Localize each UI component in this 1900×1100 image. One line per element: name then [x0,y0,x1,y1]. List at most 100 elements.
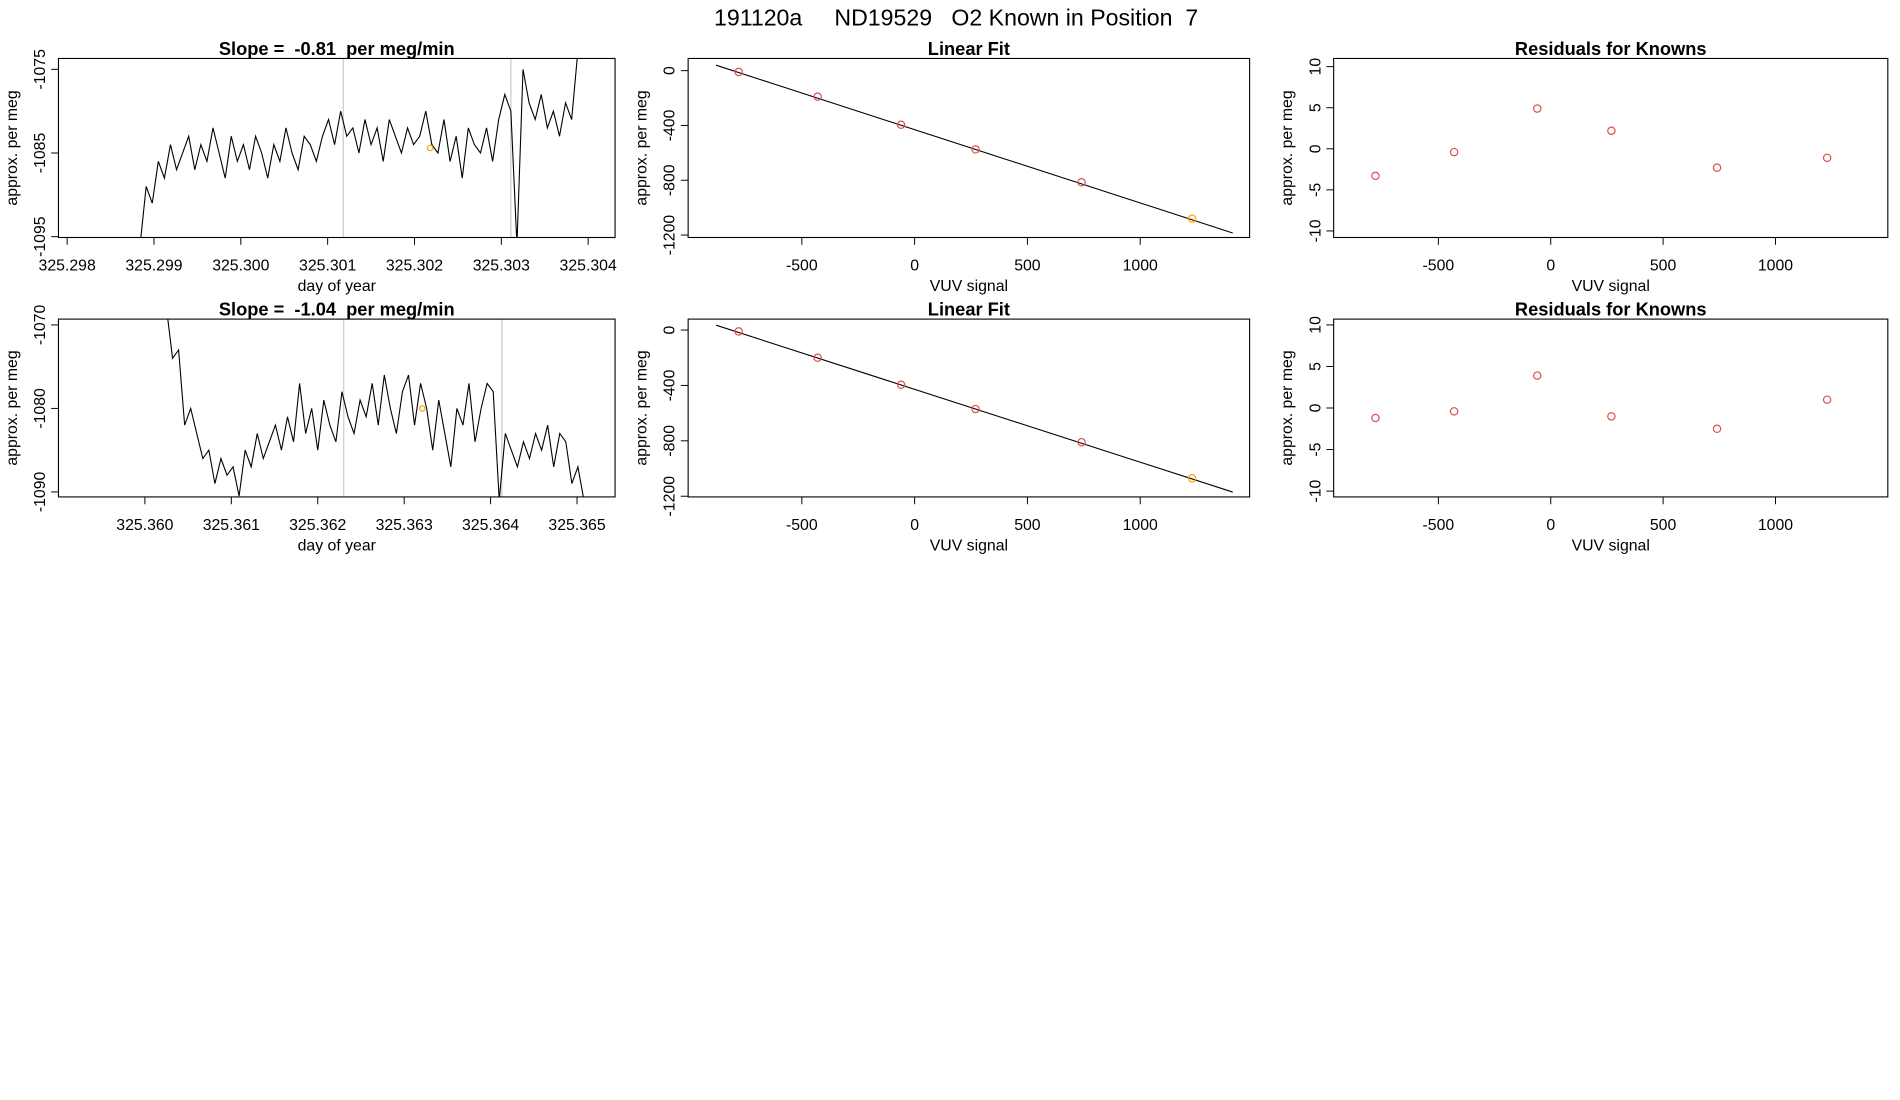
data-point [1077,178,1086,187]
x-tick-label: 325.361 [203,517,260,534]
x-tick-label: 1000 [1123,257,1158,274]
x-tick-label: 325.298 [39,257,96,274]
y-tick-label: 10 [1307,316,1324,334]
data-point [1712,163,1722,172]
x-tick-label: 0 [1546,257,1555,274]
y-tick-label: -1090 [32,471,49,512]
panel: Linear Fit VUV signal approx. per meg -500 0… [634,38,1251,295]
data-point [971,145,980,154]
y-tick-label: 0 [1307,144,1324,153]
data-point [1371,171,1380,181]
y-axis-label: approx. per meg [634,90,651,205]
x-axis-label: VUV signal [1572,278,1650,295]
x-tick-label: 0 [910,257,919,274]
x-tick-label: 0 [1546,517,1555,534]
y-tick-label: -400 [662,109,679,141]
data-point [734,327,743,336]
data-point [1532,371,1542,380]
data-point [971,404,980,414]
plot-area [1371,371,1832,434]
y-axis-label: approx. per meg [634,350,651,465]
y-tick-label: -400 [662,369,679,401]
x-tick-label: -500 [786,517,818,534]
panel-title: Slope = -1.04 per meg/min [219,298,455,319]
y-tick-label: -1200 [662,476,679,517]
y-tick-label: -1070 [32,305,49,346]
x-tick-label: 325.363 [376,517,433,534]
data-point [1371,413,1380,423]
y-tick-label: 0 [1307,403,1324,412]
series-line [167,319,584,497]
y-tick-label: -1075 [32,49,49,90]
y-tick-label: -10 [1307,219,1324,242]
data-point [1607,126,1616,135]
data-point [734,67,743,77]
data-point [1187,214,1197,223]
x-axis-label: VUV signal [1572,538,1650,555]
x-tick-label: 500 [1014,517,1041,534]
x-tick-label: 325.365 [548,517,605,534]
y-tick-label: -1200 [662,215,679,256]
x-tick-label: 1000 [1758,257,1793,274]
plot-frame [57,318,616,498]
fit-line [715,324,1233,493]
data-point [1822,153,1832,163]
panel-title: Linear Fit [928,298,1010,319]
y-axis-label: approx. per meg [4,90,21,205]
data-point [1712,424,1722,434]
x-tick-label: -500 [1423,517,1455,534]
x-axis-label: day of year [298,538,377,555]
data-point [1822,395,1832,404]
data-point [1449,407,1459,416]
y-tick-label: 5 [1307,103,1324,112]
plot-frame [1333,57,1889,239]
x-tick-label: 325.299 [125,257,182,274]
y-tick-label: -1080 [32,388,49,429]
data-point [1077,437,1086,447]
x-tick-label: 325.301 [299,257,356,274]
y-axis-label: approx. per meg [4,350,21,465]
x-tick-label: 1000 [1123,517,1158,534]
panel-title: Residuals for Knowns [1515,298,1707,319]
x-tick-label: -500 [1423,257,1455,274]
plot-area [715,324,1233,493]
data-point [813,353,822,363]
panel: Slope = -0.81 per meg/min day of year appr… [4,38,617,295]
x-axis-label: VUV signal [930,278,1008,295]
highlight-point [426,144,434,152]
panel-title: Residuals for Knowns [1515,38,1707,59]
panel: Residuals for Knowns VUV signal approx. pe… [1279,38,1889,295]
y-tick-label: 0 [662,325,679,334]
x-axis-label: day of year [298,278,377,295]
y-tick-label: 10 [1307,58,1324,76]
plot-frame [687,318,1251,498]
page-title: 191120a ND19529 O2 Known in Position 7 [714,5,1198,31]
y-tick-label: -10 [1307,479,1324,502]
x-tick-label: 325.302 [386,257,443,274]
series-line [140,58,578,238]
plot-area [167,319,584,497]
panel-title: Linear Fit [928,38,1010,59]
plot-frame [57,57,616,239]
x-tick-label: 500 [1650,257,1677,274]
y-tick-label: -1085 [32,133,49,174]
y-axis-label: approx. per meg [1279,90,1296,205]
x-axis-label: VUV signal [930,538,1008,555]
x-tick-label: 325.303 [473,257,530,274]
x-tick-label: 325.364 [462,517,519,534]
x-tick-label: -500 [786,257,818,274]
y-tick-label: 0 [662,66,679,75]
panel: Linear Fit VUV signal approx. per meg -500 0… [634,298,1251,555]
highlight-point [419,405,426,412]
plot-area [140,58,578,238]
data-point [1532,104,1542,113]
plot-area [715,64,1233,234]
plot-area [1371,104,1832,181]
data-point [1607,412,1616,421]
data-point [896,120,906,130]
x-tick-label: 325.304 [560,257,617,274]
plot-frame [1333,318,1889,498]
y-tick-label: -1095 [32,216,49,257]
